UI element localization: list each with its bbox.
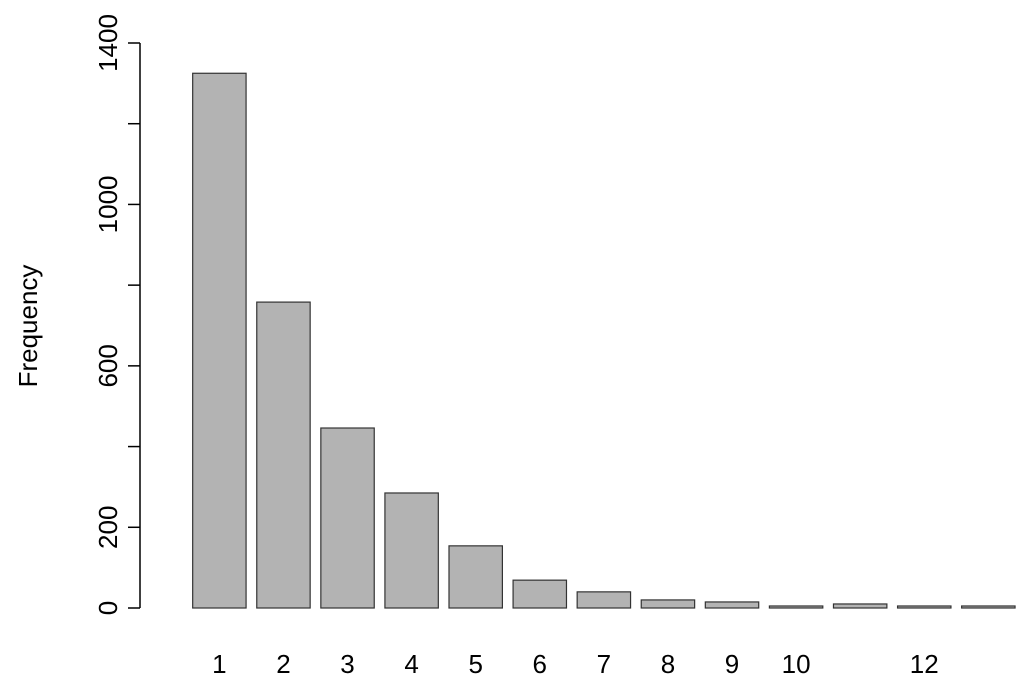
y-tick-label: 1000	[93, 176, 123, 234]
bar	[961, 605, 1016, 609]
bar	[576, 591, 632, 609]
y-axis-label: Frequency	[13, 265, 43, 388]
x-tick-label: 8	[661, 649, 675, 679]
bar	[256, 301, 311, 609]
bar	[192, 72, 247, 609]
x-tick-label: 1	[212, 649, 226, 679]
bar	[512, 579, 568, 609]
y-tick-label: 600	[93, 344, 123, 387]
x-tick-label: 3	[340, 649, 354, 679]
x-tick-label: 10	[782, 649, 811, 679]
x-tick-label: 5	[468, 649, 482, 679]
x-tick-label: 12	[910, 649, 939, 679]
x-tick-label: 2	[276, 649, 290, 679]
bar	[640, 599, 696, 609]
y-tick-label: 1400	[93, 14, 123, 72]
x-tick-label: 6	[533, 649, 547, 679]
bar	[704, 601, 760, 609]
bar	[320, 427, 375, 609]
bar	[768, 605, 824, 609]
x-tick-label: 9	[725, 649, 739, 679]
bar	[896, 605, 952, 609]
x-tick-label: 4	[404, 649, 418, 679]
bar	[448, 545, 504, 609]
y-tick-label: 0	[93, 601, 123, 615]
bar	[384, 492, 439, 609]
y-tick-label: 200	[93, 506, 123, 549]
bar	[832, 603, 888, 609]
x-tick-label: 7	[597, 649, 611, 679]
